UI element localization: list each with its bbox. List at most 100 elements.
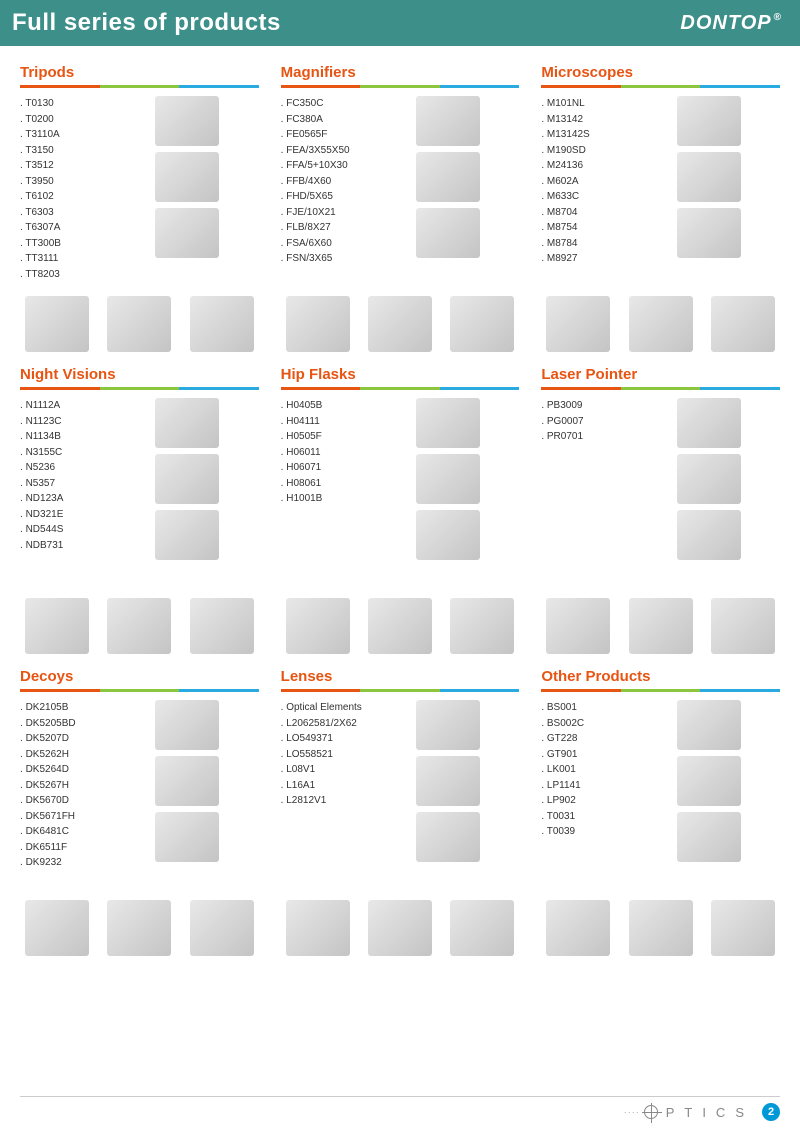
- list-item: FEA/3X55X50: [281, 143, 371, 159]
- list-item: DK5205BD: [20, 716, 110, 732]
- product-image: [629, 900, 693, 956]
- list-item: FSA/6X60: [281, 236, 371, 252]
- brand-mark: ®: [774, 12, 782, 23]
- page-number-badge: 2: [762, 1103, 780, 1121]
- list-item: T3512: [20, 158, 110, 174]
- tri-color-bar: [281, 689, 520, 692]
- list-item: PR0701: [541, 429, 631, 445]
- product-image: [546, 900, 610, 956]
- product-image: [155, 700, 219, 750]
- list-item: H08061: [281, 476, 371, 492]
- list-item: N1134B: [20, 429, 110, 445]
- list-item: DK5670D: [20, 793, 110, 809]
- category-body: PB3009PG0007PR0701: [541, 398, 780, 588]
- list-item: T3150: [20, 143, 110, 159]
- list-item: L08V1: [281, 762, 371, 778]
- product-image: [368, 296, 432, 352]
- category-body: BS001BS002CGT228GT901LK001LP1141LP902T00…: [541, 700, 780, 890]
- list-item: LK001: [541, 762, 631, 778]
- category-block: Tripods T0130T0200T3110AT3150T3512T3950T6…: [20, 64, 259, 356]
- list-item: TT8203: [20, 267, 110, 283]
- product-image: [546, 296, 610, 352]
- list-item: T0039: [541, 824, 631, 840]
- side-images: [377, 96, 520, 286]
- list-item: DK5267H: [20, 778, 110, 794]
- product-image: [286, 296, 350, 352]
- item-list: BS001BS002CGT228GT901LK001LP1141LP902T00…: [541, 700, 631, 890]
- category-title: Laser Pointer: [541, 366, 780, 383]
- product-image: [677, 756, 741, 806]
- list-item: FJE/10X21: [281, 205, 371, 221]
- list-item: M602A: [541, 174, 631, 190]
- category-block: LensesOptical ElementsL2062581/2X62LO549…: [281, 668, 520, 960]
- page-title: Full series of products: [12, 9, 281, 37]
- list-item: M633C: [541, 189, 631, 205]
- product-image: [677, 208, 741, 258]
- product-image: [155, 96, 219, 146]
- category-body: T0130T0200T3110AT3150T3512T3950T6102T630…: [20, 96, 259, 286]
- product-image: [629, 598, 693, 654]
- product-image: [677, 398, 741, 448]
- bottom-images: [281, 594, 520, 658]
- category-body: H0405BH04111H0505FH06011H06071H08061H100…: [281, 398, 520, 588]
- bottom-images: [20, 292, 259, 356]
- list-item: DK5262H: [20, 747, 110, 763]
- list-item: BS002C: [541, 716, 631, 732]
- tri-color-bar: [20, 689, 259, 692]
- product-image: [711, 296, 775, 352]
- list-item: T0031: [541, 809, 631, 825]
- list-item: PG0007: [541, 414, 631, 430]
- list-item: N5236: [20, 460, 110, 476]
- item-list: H0405BH04111H0505FH06011H06071H08061H100…: [281, 398, 371, 588]
- item-list: N1112AN1123CN1134BN3155CN5236N5357ND123A…: [20, 398, 110, 588]
- list-item: GT228: [541, 731, 631, 747]
- product-image: [416, 398, 480, 448]
- product-image: [677, 510, 741, 560]
- list-item: DK6481C: [20, 824, 110, 840]
- product-image: [416, 812, 480, 862]
- list-item: PB3009: [541, 398, 631, 414]
- page-footer: ···· PTICS 2: [20, 1096, 780, 1121]
- product-image: [416, 208, 480, 258]
- list-item: M24136: [541, 158, 631, 174]
- list-item: H1001B: [281, 491, 371, 507]
- list-item: DK5264D: [20, 762, 110, 778]
- product-image: [107, 598, 171, 654]
- list-item: N3155C: [20, 445, 110, 461]
- list-item: DK5671FH: [20, 809, 110, 825]
- list-item: T6303: [20, 205, 110, 221]
- list-item: H0505F: [281, 429, 371, 445]
- category-body: M101NLM13142M13142SM190SDM24136M602AM633…: [541, 96, 780, 286]
- tri-color-bar: [281, 387, 520, 390]
- product-image: [416, 152, 480, 202]
- side-images: [637, 398, 780, 588]
- bottom-images: [20, 594, 259, 658]
- category-title: Decoys: [20, 668, 259, 685]
- product-image: [155, 756, 219, 806]
- category-title: Magnifiers: [281, 64, 520, 81]
- item-list: Optical ElementsL2062581/2X62LO549371LO5…: [281, 700, 371, 890]
- list-item: TT300B: [20, 236, 110, 252]
- product-image: [286, 900, 350, 956]
- product-image: [416, 700, 480, 750]
- list-item: M13142: [541, 112, 631, 128]
- list-item: T3110A: [20, 127, 110, 143]
- bottom-images: [281, 292, 520, 356]
- product-image: [416, 756, 480, 806]
- list-item: LO549371: [281, 731, 371, 747]
- product-image: [155, 208, 219, 258]
- product-image: [25, 296, 89, 352]
- category-title: Hip Flasks: [281, 366, 520, 383]
- dots-icon: ····: [624, 1107, 640, 1117]
- item-list: PB3009PG0007PR0701: [541, 398, 631, 588]
- product-image: [629, 296, 693, 352]
- list-item: N5357: [20, 476, 110, 492]
- list-item: T6102: [20, 189, 110, 205]
- list-item: T3950: [20, 174, 110, 190]
- product-image: [107, 900, 171, 956]
- category-block: Hip Flasks H0405BH04111H0505FH06011H06071…: [281, 366, 520, 658]
- product-image: [368, 598, 432, 654]
- product-image: [711, 598, 775, 654]
- bottom-images: [281, 896, 520, 960]
- category-title: Tripods: [20, 64, 259, 81]
